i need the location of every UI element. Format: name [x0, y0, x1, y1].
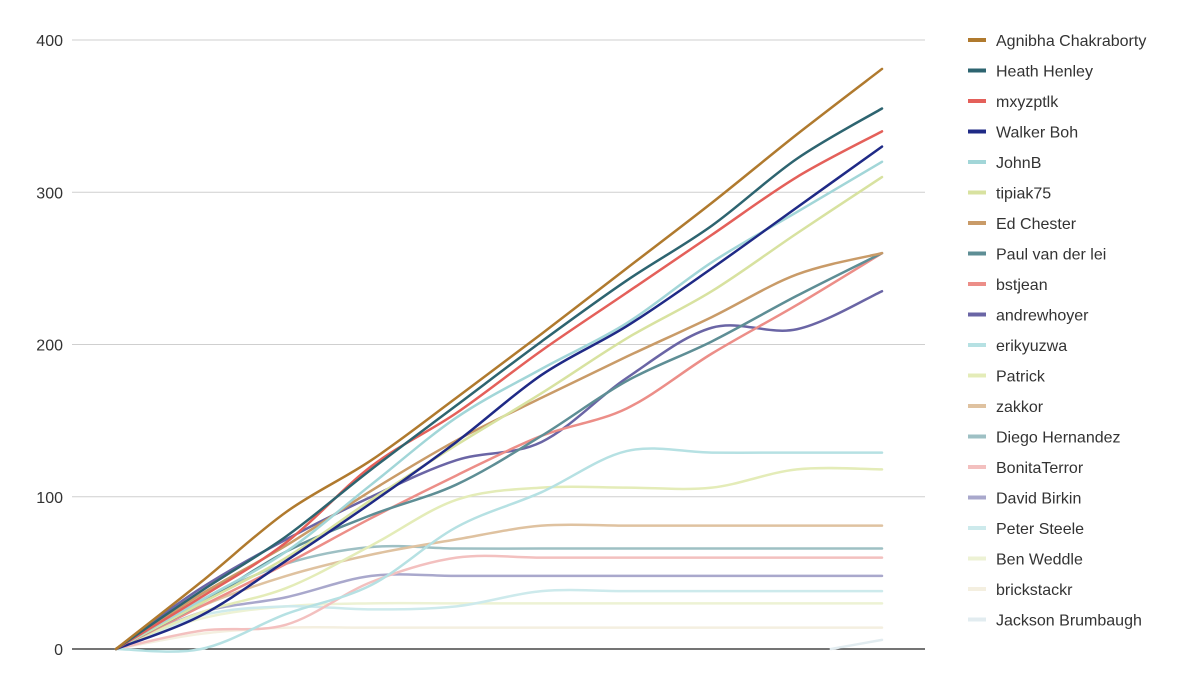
legend-label: andrewhoyer: [996, 308, 1089, 325]
legend-label: tipiak75: [996, 186, 1051, 203]
legend-swatch: [968, 343, 986, 347]
legend-label: Peter Steele: [996, 521, 1084, 538]
series-line-bstjean: [114, 251, 884, 651]
y-tick-label: 300: [36, 185, 63, 202]
legend-label: Paul van der lei: [996, 247, 1106, 264]
y-tick-label: 100: [36, 490, 63, 507]
series-line-erikyuzwa: [114, 447, 884, 653]
legend-swatch: [968, 404, 986, 408]
legend-label: Ben Weddle: [996, 552, 1083, 569]
legend-item-jackson-brumbaugh[interactable]: Jackson Brumbaugh: [968, 613, 1142, 630]
legend-label: brickstackr: [996, 582, 1073, 599]
series-lines: [114, 67, 884, 653]
legend-item-brickstackr[interactable]: brickstackr: [968, 582, 1073, 599]
legend-swatch: [968, 38, 986, 42]
legend-item-diego-hernandez[interactable]: Diego Hernandez: [968, 430, 1121, 447]
legend-label: Heath Henley: [996, 64, 1093, 81]
legend-swatch: [968, 373, 986, 378]
legend-label: BonitaTerror: [996, 460, 1084, 477]
legend-label: zakkor: [996, 399, 1044, 416]
legend-item-paul-van-der-lei[interactable]: Paul van der lei: [968, 247, 1106, 264]
legend-label: Agnibha Chakraborty: [996, 33, 1146, 50]
legend-swatch: [968, 434, 986, 439]
legend-swatch: [968, 526, 986, 530]
legend-swatch: [968, 190, 986, 195]
gridlines: [72, 39, 925, 498]
legend-swatch: [968, 587, 986, 591]
y-tick-label: 0: [54, 642, 63, 659]
legend-label: mxyzptlk: [996, 94, 1059, 111]
series-line-jackson-brumbaugh: [829, 638, 884, 651]
legend-swatch: [968, 221, 986, 225]
series-line-walker-boh: [114, 145, 884, 651]
legend-item-ben-weddle[interactable]: Ben Weddle: [968, 552, 1083, 569]
legend-label: Jackson Brumbaugh: [996, 613, 1142, 630]
legend-item-ed-chester[interactable]: Ed Chester: [968, 216, 1077, 233]
series-line-paul-van-der-lei: [114, 251, 884, 651]
series-line-mxyzptlk: [114, 130, 884, 651]
series-line-bonitaterror: [114, 554, 884, 651]
legend-swatch: [968, 556, 986, 561]
series-line-ben-weddle: [114, 601, 884, 651]
legend-swatch: [968, 251, 986, 256]
legend-item-andrewhoyer[interactable]: andrewhoyer: [968, 308, 1089, 325]
legend-label: bstjean: [996, 277, 1048, 294]
series-line-david-birkin: [114, 573, 884, 651]
series-line-heath-henley: [114, 107, 884, 651]
series-line-patrick: [114, 466, 884, 651]
legend-item-johnb[interactable]: JohnB: [968, 155, 1041, 172]
legend-item-walker-boh[interactable]: Walker Boh: [968, 125, 1078, 142]
legend-swatch: [968, 160, 986, 164]
legend-swatch: [968, 312, 986, 317]
legend-swatch: [968, 129, 986, 134]
legend-label: Ed Chester: [996, 216, 1077, 233]
legend-item-heath-henley[interactable]: Heath Henley: [968, 64, 1093, 81]
legend-swatch: [968, 495, 986, 500]
legend-label: David Birkin: [996, 491, 1081, 508]
legend-swatch: [968, 617, 986, 622]
legend-label: Patrick: [996, 369, 1046, 386]
legend-item-agnibha-chakraborty[interactable]: Agnibha Chakraborty: [968, 33, 1146, 50]
legend-item-peter-steele[interactable]: Peter Steele: [968, 521, 1084, 538]
legend-item-erikyuzwa[interactable]: erikyuzwa: [968, 338, 1067, 355]
legend-item-patrick[interactable]: Patrick: [968, 369, 1046, 386]
series-line-agnibha-chakraborty: [114, 67, 884, 651]
legend-item-zakkor[interactable]: zakkor: [968, 399, 1044, 416]
legend-swatch: [968, 282, 986, 286]
legend-swatch: [968, 465, 986, 469]
legend-swatch: [968, 99, 986, 103]
legend-item-bstjean[interactable]: bstjean: [968, 277, 1048, 294]
series-line-tipiak75: [114, 175, 884, 651]
series-line-peter-steele: [114, 588, 884, 651]
series-line-ed-chester: [114, 251, 884, 651]
legend-label: erikyuzwa: [996, 338, 1067, 355]
legend: Agnibha Chakraborty Heath Henley mxyzptlk W…: [968, 33, 1146, 630]
legend-item-mxyzptlk[interactable]: mxyzptlk: [968, 94, 1059, 111]
legend-item-david-birkin[interactable]: David Birkin: [968, 491, 1081, 508]
legend-label: JohnB: [996, 155, 1041, 172]
legend-label: Diego Hernandez: [996, 430, 1121, 447]
y-tick-label: 200: [36, 338, 63, 355]
legend-swatch: [968, 68, 986, 73]
y-tick-label: 400: [36, 33, 63, 50]
legend-label: Walker Boh: [996, 125, 1078, 142]
series-line-johnb: [114, 160, 884, 651]
legend-item-bonitaterror[interactable]: BonitaTerror: [968, 460, 1084, 477]
y-axis: 0 100 200 300 400: [36, 33, 925, 659]
legend-item-tipiak75[interactable]: tipiak75: [968, 186, 1051, 203]
